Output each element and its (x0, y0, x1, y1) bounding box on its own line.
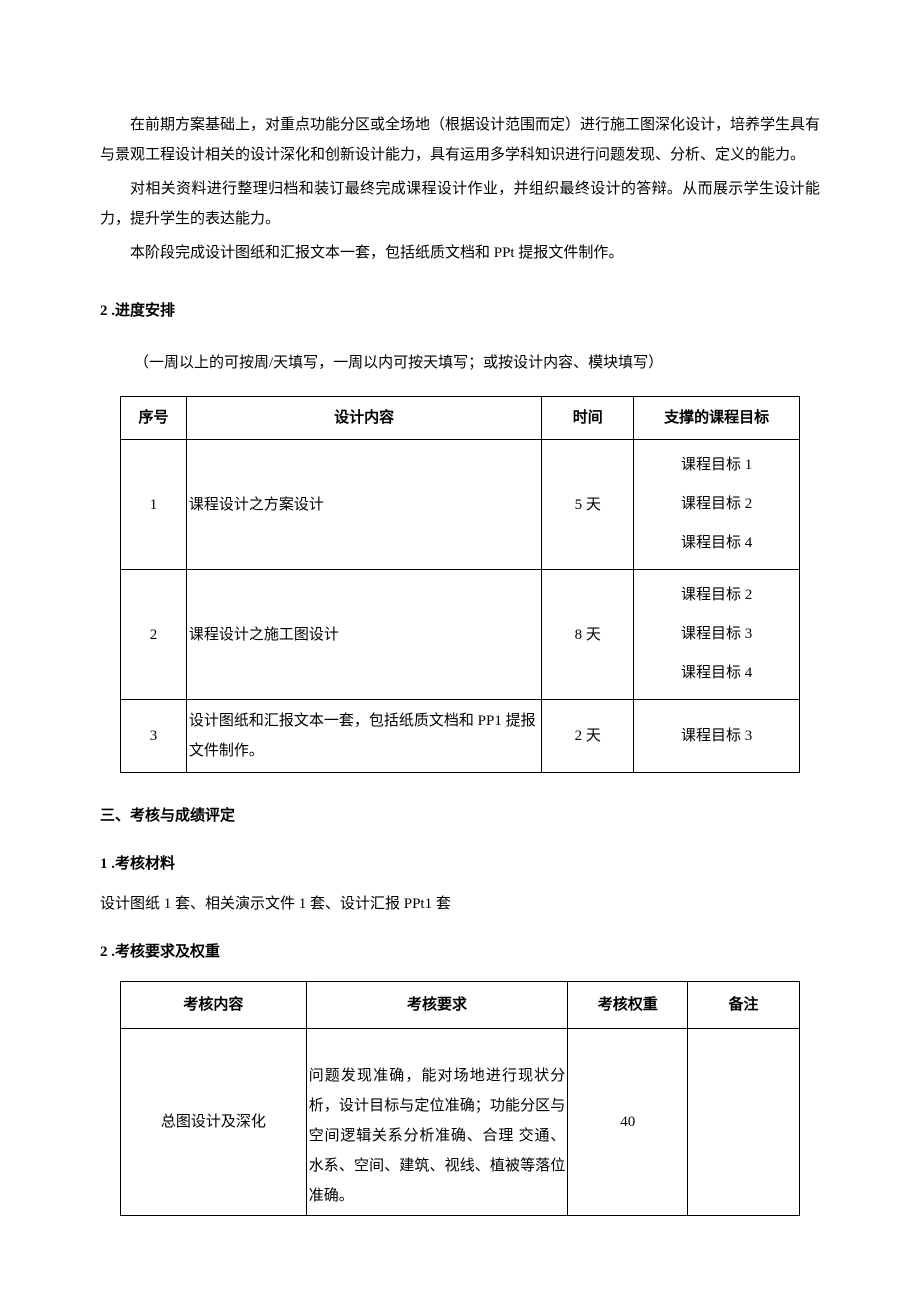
th-weight: 考核权重 (568, 982, 688, 1029)
paragraph-3: 本阶段完成设计图纸和汇报文本一套，包括纸质文档和 PPt 提报文件制作。 (100, 238, 820, 268)
req-text: 问题发现准确，能对场地进行现状分析，设计目标与定位准确；功能分区与空间逻辑关系分… (309, 1068, 566, 1204)
th-goal: 支撑的课程目标 (634, 397, 800, 440)
heading-material: 1 .考核材料 (100, 849, 820, 879)
cell-weight: 40 (568, 1029, 688, 1216)
goal: 课程目标 2 (681, 587, 752, 603)
goal: 课程目标 2 (681, 496, 752, 512)
cell-goals: 课程目标 1 课程目标 2 课程目标 4 (634, 440, 800, 570)
cell-time: 2 天 (542, 700, 634, 773)
cell-num: 3 (121, 700, 187, 773)
cell-goals: 课程目标 2 课程目标 3 课程目标 4 (634, 570, 800, 700)
th-content: 设计内容 (186, 397, 541, 440)
cell-content: 设计图纸和汇报文本一套，包括纸质文档和 PP1 提报文件制作。 (186, 700, 541, 773)
th-note: 备注 (688, 982, 800, 1029)
goal: 课程目标 4 (681, 535, 752, 551)
paragraph-2: 对相关资料进行整理归档和装订最终完成课程设计作业，并组织最终设计的答辩。从而展示… (100, 174, 820, 234)
cell-content: 课程设计之方案设计 (186, 440, 541, 570)
table-header-row: 考核内容 考核要求 考核权重 备注 (121, 982, 800, 1029)
goal: 课程目标 3 (681, 728, 752, 744)
schedule-note: （一周以上的可按周/天填写，一周以内可按天填写；或按设计内容、模块填写） (134, 348, 820, 378)
table-row: 3 设计图纸和汇报文本一套，包括纸质文档和 PP1 提报文件制作。 2 天 课程… (121, 700, 800, 773)
table-row: 2 课程设计之施工图设计 8 天 课程目标 2 课程目标 3 课程目标 4 (121, 570, 800, 700)
th-req: 考核要求 (306, 982, 568, 1029)
paragraph-1: 在前期方案基础上，对重点功能分区或全场地（根据设计范围而定）进行施工图深化设计，… (100, 110, 820, 170)
cell-time: 8 天 (542, 570, 634, 700)
cell-item: 总图设计及深化 (121, 1029, 307, 1216)
material-text: 设计图纸 1 套、相关演示文件 1 套、设计汇报 PPt1 套 (100, 889, 820, 919)
assessment-table: 考核内容 考核要求 考核权重 备注 总图设计及深化 问题发现准确，能对场地进行现… (120, 981, 800, 1216)
document-page: 在前期方案基础上，对重点功能分区或全场地（根据设计范围而定）进行施工图深化设计，… (0, 0, 920, 1276)
cell-goals: 课程目标 3 (634, 700, 800, 773)
cell-content: 课程设计之施工图设计 (186, 570, 541, 700)
th-item: 考核内容 (121, 982, 307, 1029)
cell-req: 问题发现准确，能对场地进行现状分析，设计目标与定位准确；功能分区与空间逻辑关系分… (306, 1029, 568, 1216)
table-row: 总图设计及深化 问题发现准确，能对场地进行现状分析，设计目标与定位准确；功能分区… (121, 1029, 800, 1216)
cell-time: 5 天 (542, 440, 634, 570)
th-num: 序号 (121, 397, 187, 440)
schedule-table: 序号 设计内容 时间 支撑的课程目标 1 课程设计之方案设计 5 天 课程目标 … (120, 396, 800, 773)
heading-weight: 2 .考核要求及权重 (100, 937, 820, 967)
th-time: 时间 (542, 397, 634, 440)
goal: 课程目标 4 (681, 665, 752, 681)
goal: 课程目标 3 (681, 626, 752, 642)
heading-assessment: 三、考核与成绩评定 (100, 801, 820, 831)
table-row: 1 课程设计之方案设计 5 天 课程目标 1 课程目标 2 课程目标 4 (121, 440, 800, 570)
table-header-row: 序号 设计内容 时间 支撑的课程目标 (121, 397, 800, 440)
goal: 课程目标 1 (681, 457, 752, 473)
heading-schedule: 2 .进度安排 (100, 296, 820, 326)
cell-num: 1 (121, 440, 187, 570)
cell-note (688, 1029, 800, 1216)
cell-num: 2 (121, 570, 187, 700)
